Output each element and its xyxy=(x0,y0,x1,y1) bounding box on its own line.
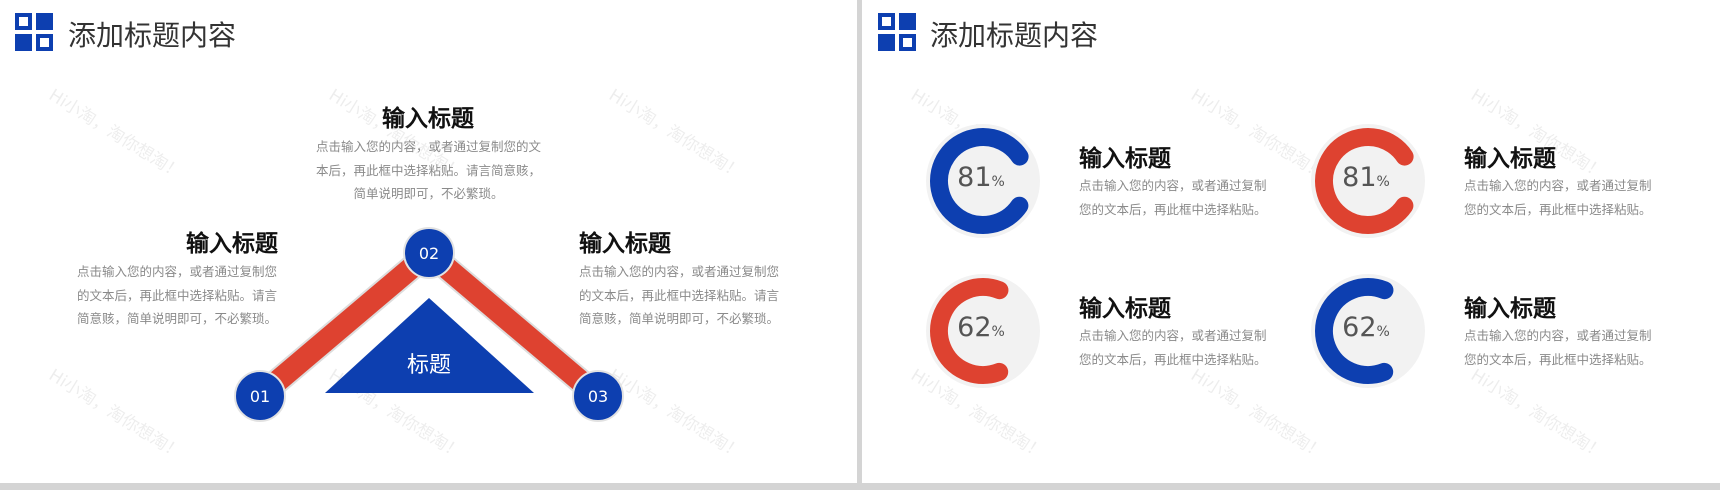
slide-title: 添加标题内容 xyxy=(68,19,237,52)
percent-label: 62% xyxy=(1342,312,1390,343)
item-heading: 输入标题 xyxy=(1464,296,1556,322)
grid-squares-icon xyxy=(878,13,916,51)
item-text: 点击输入您的内容，或者通过复制您的文本后，再此框中选择粘贴。 xyxy=(1079,178,1267,217)
grid-squares-icon xyxy=(15,13,53,51)
progress-ring-arc xyxy=(930,278,1036,384)
progress-ring-arc xyxy=(1315,278,1421,384)
triangle-diagram: 01 02 03 标题 xyxy=(234,227,624,422)
node-01 xyxy=(234,370,286,422)
percent-label: 81% xyxy=(957,162,1005,193)
node-label: 03 xyxy=(588,387,608,406)
slide-2: 添加标题内容 Hi小淘，淘你想淘！ Hi小淘，淘你想淘！ Hi小淘，淘你想淘！ … xyxy=(862,0,1720,483)
node-02 xyxy=(403,227,455,279)
percent-label: 81% xyxy=(1342,162,1390,193)
center-triangle xyxy=(325,298,534,393)
top-text: 点击输入您的内容，或者通过复制您的文本后，再此框中选择粘贴。请言简意赅，简单说明… xyxy=(316,139,542,201)
percent-label: 62% xyxy=(957,312,1005,343)
progress-ring-arc xyxy=(1315,128,1421,234)
slide-1: 添加标题内容 Hi小淘，淘你想淘！ Hi小淘，淘你想淘！ Hi小淘，淘你想淘！ … xyxy=(0,0,857,483)
progress-ring-arc xyxy=(930,128,1036,234)
node-label: 01 xyxy=(250,387,270,406)
item-heading: 输入标题 xyxy=(1079,296,1171,322)
slide-title: 添加标题内容 xyxy=(930,19,1099,52)
left-heading: 输入标题 xyxy=(186,231,278,257)
connector-bar-left xyxy=(252,244,437,405)
node-03 xyxy=(572,370,624,422)
left-text: 点击输入您的内容，或者通过复制您的文本后，再此框中选择粘贴。请言简意赅，简单说明… xyxy=(77,264,278,326)
progress-rings xyxy=(926,124,1425,388)
item-text: 点击输入您的内容，或者通过复制您的文本后，再此框中选择粘贴。 xyxy=(1079,328,1267,367)
right-heading: 输入标题 xyxy=(579,231,671,257)
center-label: 标题 xyxy=(407,353,451,378)
item-text: 点击输入您的内容，或者通过复制您的文本后，再此框中选择粘贴。 xyxy=(1464,178,1652,217)
right-text: 点击输入您的内容，或者通过复制您的文本后，再此框中选择粘贴。请言简意赅，简单说明… xyxy=(579,264,780,326)
item-heading: 输入标题 xyxy=(1079,146,1171,172)
top-heading: 输入标题 xyxy=(382,106,474,132)
node-label: 02 xyxy=(419,244,439,263)
item-heading: 输入标题 xyxy=(1464,146,1556,172)
item-text: 点击输入您的内容，或者通过复制您的文本后，再此框中选择粘贴。 xyxy=(1464,328,1652,367)
connector-bar-right xyxy=(421,244,606,405)
